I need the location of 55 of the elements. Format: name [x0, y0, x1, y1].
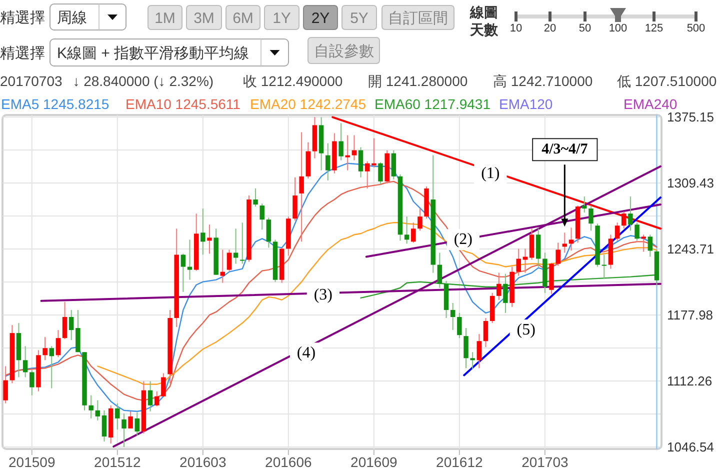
- y-tick-label: 1177.98: [667, 308, 714, 322]
- annotation: (2): [446, 229, 480, 250]
- x-tick-label: 201606: [265, 454, 312, 469]
- annotation: (3): [314, 286, 332, 304]
- button: 2Y: [303, 5, 338, 30]
- button: 自設參數: [308, 37, 380, 64]
- y-tick-label: 1112.26: [667, 374, 712, 388]
- annotation: (1): [474, 162, 507, 184]
- button: 5Y: [342, 5, 377, 30]
- button: 6M: [226, 5, 260, 30]
- quote-text: 高 1242.710000: [493, 73, 593, 89]
- label: 天數: [470, 22, 498, 38]
- slider-label: 20: [544, 22, 556, 34]
- button: 1Y: [264, 5, 300, 30]
- slider-label: 50: [578, 22, 592, 34]
- legend-item: EMA240: [624, 96, 678, 112]
- dropdown: K線圖 + 指數平滑移動平均線: [50, 38, 289, 66]
- y-tick-label: 1309.43: [667, 176, 714, 190]
- annotation: (4): [290, 342, 323, 364]
- annotation: 4/3~4/7: [542, 142, 588, 158]
- y-tick-label: 1375.15: [667, 110, 714, 124]
- button: 自訂區間: [382, 5, 454, 30]
- dropdown: 周線: [50, 4, 126, 30]
- quote-text: 低 1207.510000: [617, 73, 717, 89]
- quote-text: 收 1212.490000: [243, 73, 343, 89]
- annotation: (2): [454, 231, 473, 248]
- legend-item: EMA60 1217.9431: [374, 96, 490, 112]
- x-tick-label: 201512: [94, 454, 141, 469]
- button: 1M: [148, 5, 182, 30]
- y-tick-label: 1046.54: [667, 440, 714, 454]
- slider-label: 125: [644, 22, 664, 34]
- x-tick-label: 201603: [180, 454, 226, 469]
- annotation: (5): [516, 322, 536, 339]
- slider-label: 100: [608, 22, 628, 34]
- quote-text: ↓ 28.840000 (↓ 2.32%): [72, 73, 214, 89]
- label: 線圖: [470, 4, 498, 20]
- x-tick-label: 201612: [436, 454, 483, 469]
- button: 3M: [186, 5, 222, 30]
- y-tick-label: 1243.71: [667, 242, 714, 256]
- annotation: (1): [481, 164, 500, 182]
- label: 精選擇: [0, 10, 45, 26]
- annotation: (4): [296, 344, 316, 362]
- legend-item: EMA10 1245.5611: [126, 96, 240, 112]
- x-tick-label: 201609: [350, 454, 398, 469]
- legend-item: EMA5 1245.8215: [1, 96, 110, 112]
- quote-text: 開 1241.280000: [368, 73, 468, 89]
- legend-item: EMA20 1242.2745: [250, 96, 366, 112]
- quote-text: 20170703: [0, 73, 62, 89]
- annotation: 4/3~4/7: [532, 138, 598, 162]
- label: 精選擇: [0, 45, 45, 62]
- x-tick-label: 201509: [8, 454, 56, 469]
- slider-label: 10: [510, 22, 522, 34]
- x-tick-label: 201703: [522, 454, 568, 469]
- legend-item: EMA120: [499, 96, 553, 112]
- slider-label: 500: [686, 22, 706, 34]
